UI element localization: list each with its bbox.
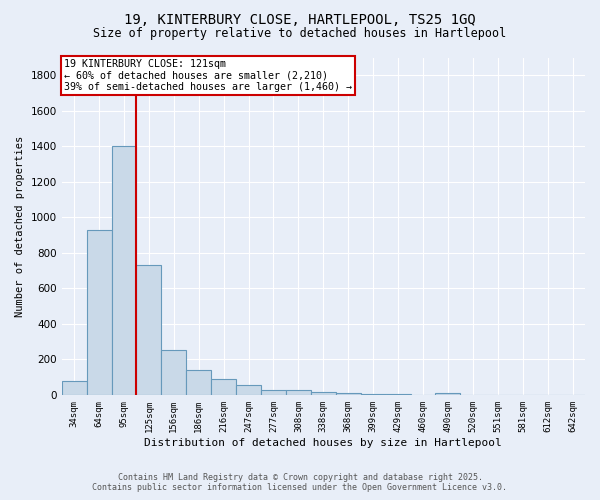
Text: 19, KINTERBURY CLOSE, HARTLEPOOL, TS25 1GQ: 19, KINTERBURY CLOSE, HARTLEPOOL, TS25 1…	[124, 12, 476, 26]
Text: Contains HM Land Registry data © Crown copyright and database right 2025.
Contai: Contains HM Land Registry data © Crown c…	[92, 473, 508, 492]
Bar	[112, 146, 136, 395]
Text: Size of property relative to detached houses in Hartlepool: Size of property relative to detached ho…	[94, 28, 506, 40]
Bar	[211, 379, 236, 395]
Bar	[386, 394, 410, 395]
Bar	[236, 385, 261, 395]
Bar	[62, 380, 86, 395]
Y-axis label: Number of detached properties: Number of detached properties	[15, 136, 25, 317]
Bar	[286, 390, 311, 395]
Bar	[361, 394, 386, 395]
Bar	[261, 390, 286, 395]
Bar	[136, 265, 161, 395]
Text: 19 KINTERBURY CLOSE: 121sqm
← 60% of detached houses are smaller (2,210)
39% of : 19 KINTERBURY CLOSE: 121sqm ← 60% of det…	[64, 59, 352, 92]
Bar	[436, 393, 460, 395]
Bar	[336, 393, 361, 395]
Bar	[161, 350, 186, 395]
Bar	[86, 230, 112, 395]
Bar	[311, 392, 336, 395]
Bar	[186, 370, 211, 395]
X-axis label: Distribution of detached houses by size in Hartlepool: Distribution of detached houses by size …	[145, 438, 502, 448]
